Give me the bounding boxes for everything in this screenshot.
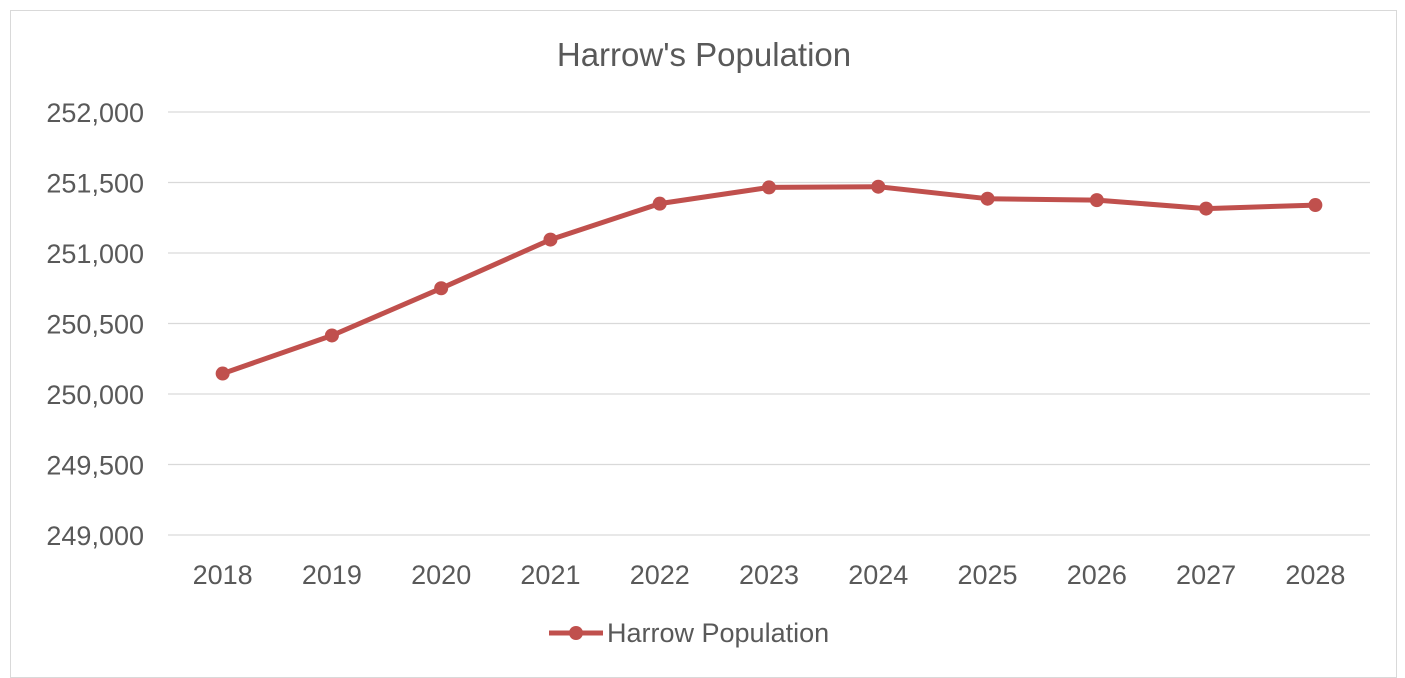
data-point xyxy=(871,179,886,194)
x-tick-label: 2025 xyxy=(958,560,1018,590)
x-tick-label: 2020 xyxy=(411,560,471,590)
legend-label-harrow-population: Harrow Population xyxy=(607,618,829,648)
chart-title: Harrow's Population xyxy=(557,36,851,73)
data-points xyxy=(215,179,1323,381)
data-point xyxy=(1089,193,1104,208)
series-line-harrow-population xyxy=(220,184,1318,377)
data-point xyxy=(543,232,558,247)
data-point xyxy=(434,281,449,296)
legend-dot-marker xyxy=(569,626,583,640)
y-tick-label: 252,000 xyxy=(46,98,144,128)
x-tick-label: 2028 xyxy=(1285,560,1345,590)
data-point xyxy=(1199,201,1214,216)
gridlines xyxy=(168,111,1370,536)
data-point xyxy=(215,366,230,381)
data-point xyxy=(980,191,995,206)
data-point xyxy=(762,180,776,195)
legend: Harrow Population xyxy=(549,618,829,648)
y-axis-tick-labels: 249,000 249,500 250,000 250,500 251,000 251,5… xyxy=(46,98,144,551)
y-tick-label: 251,000 xyxy=(46,239,144,269)
y-tick-label: 250,500 xyxy=(46,310,144,340)
chart-frame xyxy=(10,10,1397,678)
x-axis-tick-labels: 2018 2019 2020 2021 2022 2023 2024 2025 2026 2027… xyxy=(193,560,1346,590)
data-point xyxy=(1308,198,1323,213)
y-tick-label: 250,000 xyxy=(46,380,144,410)
x-tick-label: 2022 xyxy=(630,560,690,590)
x-tick-label: 2026 xyxy=(1067,560,1127,590)
x-tick-label: 2024 xyxy=(848,560,908,590)
data-point xyxy=(652,196,667,211)
y-tick-label: 249,000 xyxy=(46,521,144,551)
x-tick-label: 2027 xyxy=(1176,560,1236,590)
y-tick-label: 251,500 xyxy=(46,169,144,199)
data-point xyxy=(324,328,339,343)
x-tick-label: 2023 xyxy=(739,560,799,590)
x-tick-label: 2019 xyxy=(302,560,362,590)
x-tick-label: 2018 xyxy=(193,560,253,590)
y-tick-label: 249,500 xyxy=(46,451,144,481)
x-tick-label: 2021 xyxy=(520,560,580,590)
